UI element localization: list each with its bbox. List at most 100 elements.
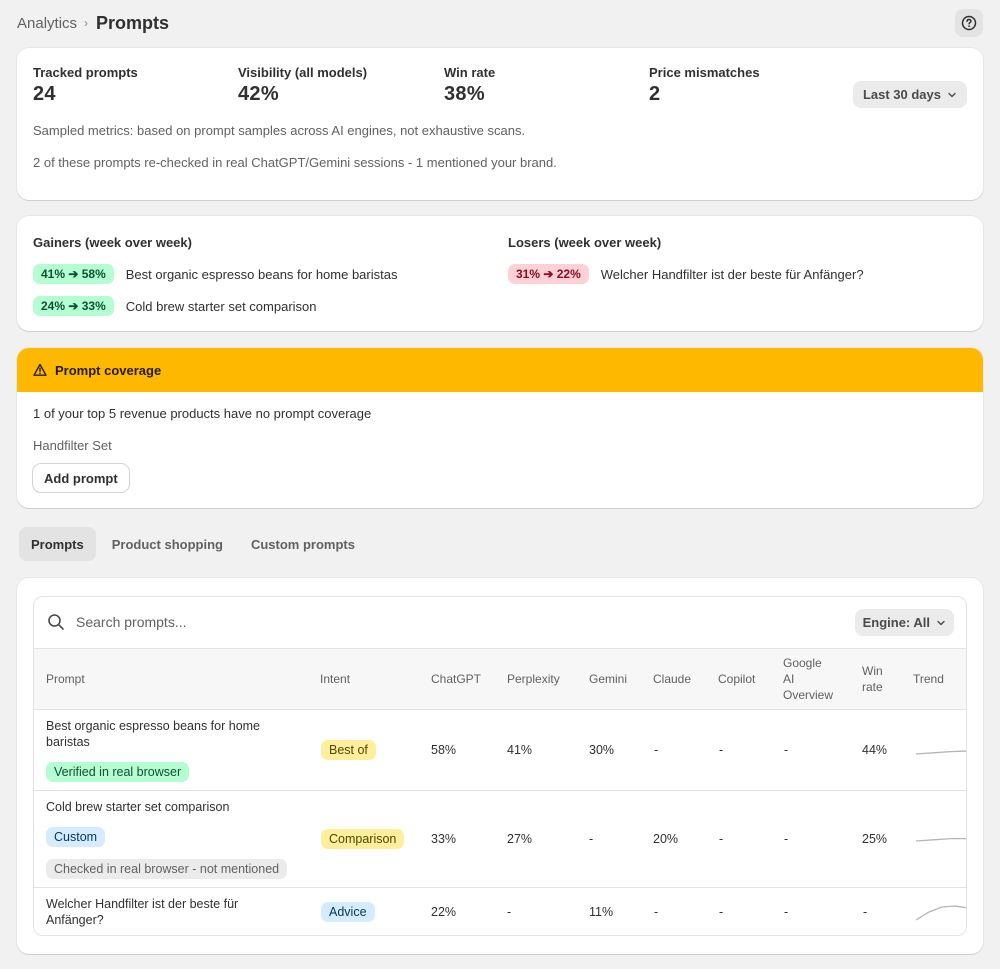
google-value: - [784,832,789,846]
metric-visibility: Visibility (all models) 42% [238,65,367,106]
metric-value: 2 [649,83,661,105]
add-prompt-button[interactable]: Add prompt [33,464,129,492]
table-row[interactable]: Cold brew starter set comparison Custom … [34,791,966,888]
trend-line [916,837,966,842]
col-header-line: rate [862,680,883,694]
not-mentioned-badge: Checked in real browser - not mentioned [46,859,288,879]
copilot-value: - [719,832,724,846]
metric-win-rate: Win rate 38% [444,65,495,106]
tab-product-shopping[interactable]: Product shopping [111,536,223,552]
engine-filter[interactable]: Engine: All [854,609,954,636]
losers-heading: Losers (week over week) [508,235,662,250]
col-trend[interactable]: Trend [913,672,944,686]
perplexity-value: - [507,905,512,919]
tab-bar: Prompts Product shopping Custom prompts [19,527,371,561]
trend-sparkline [916,837,966,842]
gainers-heading: Gainers (week over week) [33,235,192,250]
prompt-text: Welcher Handfilter ist der beste für Anf… [46,896,238,928]
table-row[interactable]: Welcher Handfilter ist der beste für Anf… [34,888,966,935]
change-badge: 41% ➔ 58% [33,264,114,284]
prompt-text: Cold brew starter set comparison [46,800,230,814]
chevron-down-icon [937,620,945,625]
chevron-right-icon: › [84,16,89,30]
coverage-banner: Prompt coverage [17,348,983,392]
loser-item: 31% ➔ 22% Welcher Handfilter ist der bes… [508,264,864,284]
help-button[interactable] [955,9,983,37]
prompt-line: baristas [46,735,90,749]
prompt-line: Anfänger? [46,913,104,927]
chatgpt-value: 33% [431,832,457,846]
verified-badge: Verified in real browser [46,762,190,782]
rechecked-note: 2 of these prompts re-checked in real Ch… [33,155,557,170]
gemini-value: - [589,832,594,846]
trend-line [916,750,966,755]
search-input[interactable]: Search prompts... [76,614,187,630]
sampled-note: Sampled metrics: based on prompt samples… [33,123,526,138]
col-perplexity[interactable]: Perplexity [507,672,560,686]
gainer-prompt: Cold brew starter set comparison [125,298,317,314]
gainer-item: 24% ➔ 33% Cold brew starter set comparis… [33,296,317,316]
gainer-prompt: Best organic espresso beans for home bar… [125,266,398,282]
tab-custom-prompts[interactable]: Custom prompts [250,536,355,552]
metric-price-mismatches: Price mismatches 2 [649,65,760,106]
change-badge: 24% ➔ 33% [33,296,114,316]
gemini-value: 30% [589,743,615,757]
metrics-card: Tracked prompts 24 Visibility (all model… [17,48,983,200]
col-claude[interactable]: Claude [653,672,692,686]
google-value: - [784,743,789,757]
warning-icon [33,363,47,376]
trend-sparkline [916,905,966,921]
prompt-line: Best organic espresso beans for home [46,719,261,733]
metric-label: Visibility (all models) [238,65,368,80]
uncovered-product: Handfilter Set [33,438,112,453]
col-google-ai-overview[interactable]: Google AI Overview [783,655,833,703]
metric-label: Tracked prompts [33,65,138,80]
change-badge: 31% ➔ 22% [508,264,589,284]
metric-label: Price mismatches [649,65,760,80]
perplexity-value: 27% [507,832,533,846]
trend-sparkline [916,750,966,755]
tab-prompts[interactable]: Prompts [19,527,96,561]
col-header-line: Google [783,656,822,670]
movers-card: Gainers (week over week) 41% ➔ 58% Best … [17,216,983,331]
date-range-label: Last 30 days [862,87,941,102]
chatgpt-value: 22% [431,905,457,919]
search-icon [48,614,64,630]
win-rate-value: - [863,905,868,919]
claude-value: 20% [653,832,679,846]
gemini-value: 11% [589,905,614,919]
prompt-line: Welcher Handfilter ist der beste für [46,897,239,911]
coverage-card: Prompt coverage 1 of your top 5 revenue … [17,348,983,508]
col-chatgpt[interactable]: ChatGPT [431,672,482,686]
col-prompt[interactable]: Prompt [46,672,85,686]
help-icon [961,15,977,31]
date-range-select[interactable]: Last 30 days [852,81,967,108]
metric-value: 42% [238,83,279,105]
coverage-title: Prompt coverage [55,362,162,378]
metric-value: 24 [33,83,56,105]
perplexity-value: 41% [507,743,533,757]
google-value: - [784,905,789,919]
trend-line [916,905,966,921]
engine-filter-label: Engine: All [862,615,930,630]
col-copilot[interactable]: Copilot [718,672,756,686]
col-header-line: Win [862,664,883,678]
loser-prompt: Welcher Handfilter ist der beste für Anf… [600,266,864,282]
col-intent[interactable]: Intent [320,672,351,686]
intent-badge: Comparison [321,829,405,849]
col-win-rate[interactable]: Win rate [862,663,883,695]
claude-value: - [654,743,659,757]
coverage-message: 1 of your top 5 revenue products have no… [33,406,372,421]
prompts-table-card: Search prompts... Engine: All Prompt Int… [17,578,983,954]
metric-value: 38% [444,83,485,105]
col-gemini[interactable]: Gemini [589,672,628,686]
win-rate-value: 25% [862,832,888,846]
table-header: Prompt Intent ChatGPT Perplexity Gemini … [34,649,966,710]
col-header-line: Overview [783,688,834,702]
win-rate-value: 44% [862,743,888,757]
breadcrumb-analytics[interactable]: Analytics [17,14,78,32]
col-header-line: AI [783,672,795,686]
copilot-value: - [719,905,724,919]
table-row[interactable]: Best organic espresso beans for home bar… [34,710,966,791]
intent-badge: Best of [321,740,376,760]
